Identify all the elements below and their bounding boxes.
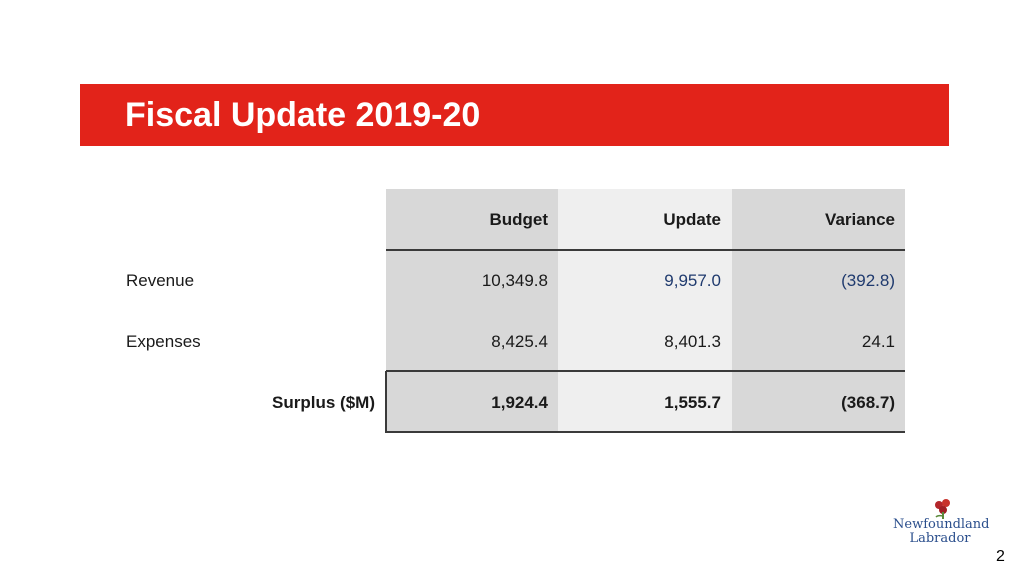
header-budget: Budget [489,210,548,229]
header-update: Update [663,210,721,229]
total-row-left-border [385,371,387,433]
header-divider [386,249,905,251]
slide-title: Fiscal Update 2019-20 [125,96,481,134]
logo-line-2: Labrador [909,531,971,546]
table-bottom-border [386,431,905,433]
revenue-budget: 10,349.8 [481,271,548,290]
row-label-expenses: Expenses [126,332,201,351]
nl-logo: Newfoundland Labrador [893,498,990,546]
surplus-variance: (368.7) [841,393,895,412]
page-number: 2 [996,548,1005,565]
row-label-revenue: Revenue [126,271,195,290]
logo-line-1: Newfoundland [893,517,990,532]
variance-column-background [732,189,905,433]
revenue-update: 9,957.0 [664,271,721,290]
expenses-budget: 8,425.4 [491,332,548,351]
surplus-budget: 1,924.4 [491,393,548,412]
expenses-variance: 24.1 [861,332,895,351]
total-divider [386,370,905,372]
row-label-surplus: Surplus ($M) [272,393,375,412]
surplus-update: 1,555.7 [664,393,721,412]
budget-column-background [386,189,558,433]
pitcher-plant-icon [935,499,950,519]
header-variance: Variance [825,210,895,229]
revenue-variance: (392.8) [841,271,895,290]
update-column-background [558,189,732,433]
expenses-update: 8,401.3 [664,332,721,351]
title-bar: Fiscal Update 2019-20 [80,84,949,146]
